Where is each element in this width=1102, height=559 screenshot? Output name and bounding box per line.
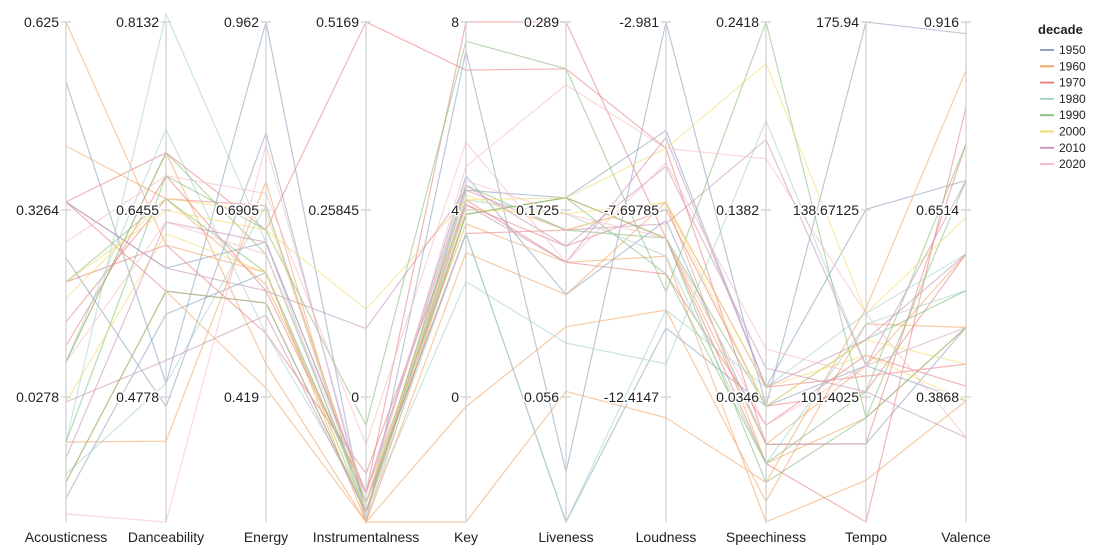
axis-title: Liveness	[538, 529, 593, 545]
tick-label: 0.1725	[516, 202, 559, 218]
legend-item-2020: 2020	[1040, 157, 1086, 171]
axis-danceability: 0.8132 0.6455 0.4778 Danceability	[115, 13, 204, 546]
legend-item-1990: 1990	[1040, 108, 1086, 122]
tick-label: 0	[351, 389, 359, 405]
tick-label: 0.419	[224, 389, 259, 405]
axis-speechiness: 0.2418 0.1382 0.0346 Speechiness	[715, 13, 806, 546]
series-line-2010	[65, 165, 967, 495]
tick-label: -2.981	[619, 14, 659, 30]
series-line-2000	[65, 194, 967, 515]
axis-title: Speechiness	[726, 529, 806, 545]
tick-label: 0.2418	[716, 14, 759, 30]
tick-label: 0.5169	[316, 14, 359, 30]
tick-label: 0.8132	[116, 14, 159, 30]
tick-label: 0.25845	[308, 202, 359, 218]
series-line-1970	[65, 21, 967, 523]
legend-label: 2020	[1059, 157, 1086, 171]
tick-label: 0.916	[924, 14, 959, 30]
axis-tempo: 175.94 138.67125 101.4025 Tempo	[791, 13, 887, 546]
series-line-2020	[65, 179, 967, 495]
legend-item-1980: 1980	[1040, 92, 1086, 106]
tick-label: 0	[451, 389, 459, 405]
series-line-1970	[65, 21, 967, 445]
series-lines	[65, 12, 967, 524]
axis-liveness: 0.289 0.1725 0.056 Liveness	[515, 13, 594, 546]
tick-label: 138.67125	[793, 202, 859, 218]
legend-item-1960: 1960	[1040, 59, 1086, 73]
series-line-2000	[65, 198, 967, 505]
legend-label: 1950	[1059, 43, 1086, 57]
series-line-1960	[65, 179, 967, 524]
tick-label: -7.69785	[604, 202, 659, 218]
tick-label: 0.056	[524, 389, 559, 405]
legend-label: 1960	[1059, 59, 1086, 73]
legend-label: 2000	[1059, 125, 1086, 139]
tick-label: 0.3264	[16, 202, 59, 218]
series-line-1960	[65, 145, 967, 523]
legend-item-1950: 1950	[1040, 43, 1086, 57]
axis-title: Loudness	[636, 529, 697, 545]
tick-label: 0.3868	[916, 389, 959, 405]
axis-title: Acousticness	[25, 529, 107, 545]
tick-label: 4	[451, 202, 459, 218]
axis-acousticness: 0.625 0.3264 0.0278 Acousticness	[15, 13, 108, 546]
tick-label: 101.4025	[801, 389, 860, 405]
series-line-1990	[65, 184, 967, 514]
legend-label: 2010	[1059, 141, 1086, 155]
tick-label: 0.4778	[116, 389, 159, 405]
axis-title: Valence	[941, 529, 991, 545]
axis-title: Danceability	[128, 529, 204, 545]
series-line-1960	[65, 70, 967, 523]
legend-title: decade	[1038, 22, 1083, 37]
tick-label: 0.6455	[116, 202, 159, 218]
series-line-1950	[65, 129, 967, 515]
tick-label: 0.6514	[916, 202, 959, 218]
legend-label: 1990	[1059, 108, 1086, 122]
legend-item-1970: 1970	[1040, 76, 1086, 90]
tick-label: 0.625	[24, 14, 59, 30]
tick-label: 0.1382	[716, 202, 759, 218]
axis-energy: 0.962 0.6905 0.419 Energy	[215, 13, 289, 546]
tick-label: 0.289	[524, 14, 559, 30]
legend-item-2000: 2000	[1040, 125, 1086, 139]
series-line-2010	[65, 138, 967, 368]
tick-label: -12.4147	[604, 389, 659, 405]
axis-title: Energy	[244, 529, 288, 545]
axis-valence: 0.916 0.6514 0.3868 Valence	[915, 13, 991, 546]
series-line-1980	[65, 128, 967, 505]
series-line-2010	[65, 136, 967, 514]
tick-label: 0.0278	[16, 389, 59, 405]
axis-loudness: -2.981 -7.69785 -12.4147 Loudness	[602, 13, 697, 546]
series-line-2020	[65, 140, 967, 447]
series-line-1970	[65, 203, 967, 475]
legend-label: 1980	[1059, 92, 1086, 106]
tick-label: 8	[451, 14, 459, 30]
axis-title: Tempo	[845, 529, 887, 545]
tick-label: 0.962	[224, 14, 259, 30]
legend-label: 1970	[1059, 76, 1086, 90]
legend-item-2010: 2010	[1040, 141, 1086, 155]
series-line-1980	[65, 12, 967, 514]
series-line-2000	[65, 62, 967, 315]
series-line-1990	[65, 197, 967, 515]
axis-title: Key	[454, 529, 478, 545]
series-line-1950	[65, 174, 967, 495]
legend: decade 1950 1960 1970 1980 1990 2000 2010 2020	[1038, 22, 1086, 171]
tick-label: 0.0346	[716, 389, 759, 405]
tick-label: 175.94	[816, 14, 859, 30]
tick-label: 0.6905	[216, 202, 259, 218]
axes: 0.625 0.3264 0.0278 Acousticness 0.8132 0.645…	[15, 13, 991, 546]
series-line-2020	[65, 84, 967, 523]
axis-key: 8 4 0 Key	[450, 13, 478, 546]
axis-instrumentalness: 0.5169 0.25845 0 Instrumentalness	[307, 13, 420, 546]
series-line-1980	[65, 204, 967, 524]
axis-title: Instrumentalness	[313, 529, 420, 545]
